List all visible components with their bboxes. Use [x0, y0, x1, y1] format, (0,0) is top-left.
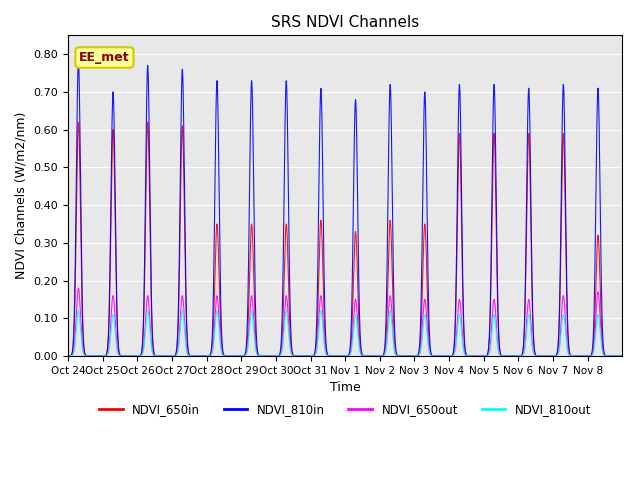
X-axis label: Time: Time [330, 381, 360, 394]
Title: SRS NDVI Channels: SRS NDVI Channels [271, 15, 419, 30]
Y-axis label: NDVI Channels (W/m2/nm): NDVI Channels (W/m2/nm) [15, 112, 28, 279]
Text: EE_met: EE_met [79, 51, 130, 64]
Legend: NDVI_650in, NDVI_810in, NDVI_650out, NDVI_810out: NDVI_650in, NDVI_810in, NDVI_650out, NDV… [94, 398, 596, 420]
